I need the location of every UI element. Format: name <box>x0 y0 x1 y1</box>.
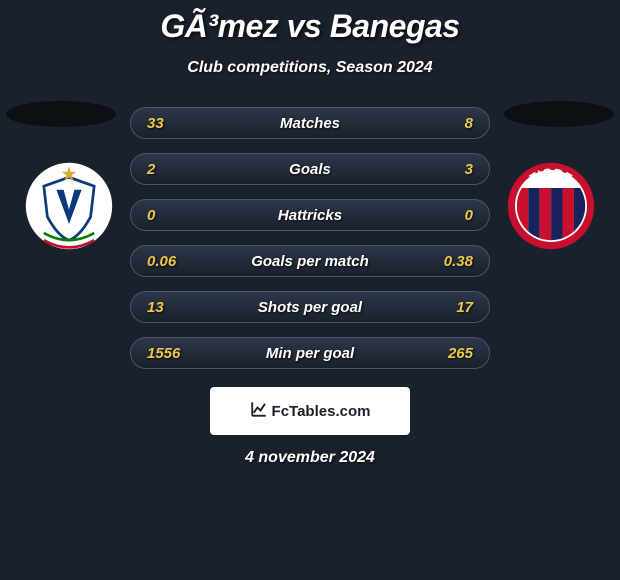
stat-label: Min per goal <box>266 345 354 362</box>
source-attribution: FcTables.com <box>210 387 410 435</box>
stat-right-value: 3 <box>433 161 473 178</box>
stat-left-value: 1556 <box>147 345 187 362</box>
date-text: 4 november 2024 <box>0 449 620 467</box>
stat-row: 1556 Min per goal 265 <box>130 337 490 369</box>
page-title: GÃ³mez vs Banegas <box>0 8 620 45</box>
stat-left-value: 0 <box>147 207 187 224</box>
stat-label: Goals per match <box>251 253 369 270</box>
stat-label: Goals <box>289 161 331 178</box>
stat-row: 13 Shots per goal 17 <box>130 291 490 323</box>
stat-row: 33 Matches 8 <box>130 107 490 139</box>
crest-shadow-left <box>6 101 116 127</box>
page-subtitle: Club competitions, Season 2024 <box>0 59 620 77</box>
stat-row: 0.06 Goals per match 0.38 <box>130 245 490 277</box>
stat-right-value: 0.38 <box>433 253 473 270</box>
stat-right-value: 8 <box>433 115 473 132</box>
stat-left-value: 2 <box>147 161 187 178</box>
stat-right-value: 0 <box>433 207 473 224</box>
stat-left-value: 0.06 <box>147 253 187 270</box>
stat-label: Matches <box>280 115 340 132</box>
stats-container: 33 Matches 8 2 Goals 3 0 Hattricks 0 0.0… <box>130 107 490 369</box>
stat-label: Hattricks <box>278 207 342 224</box>
stat-label: Shots per goal <box>258 299 362 316</box>
stat-left-value: 33 <box>147 115 187 132</box>
chart-icon <box>250 400 268 423</box>
team-crest-right: TIGRE <box>506 161 596 251</box>
team-crest-left <box>24 161 114 251</box>
source-text: FcTables.com <box>272 403 371 420</box>
stat-left-value: 13 <box>147 299 187 316</box>
stat-right-value: 17 <box>433 299 473 316</box>
stat-row: 0 Hattricks 0 <box>130 199 490 231</box>
crest-shadow-right <box>504 101 614 127</box>
stat-right-value: 265 <box>433 345 473 362</box>
stat-row: 2 Goals 3 <box>130 153 490 185</box>
